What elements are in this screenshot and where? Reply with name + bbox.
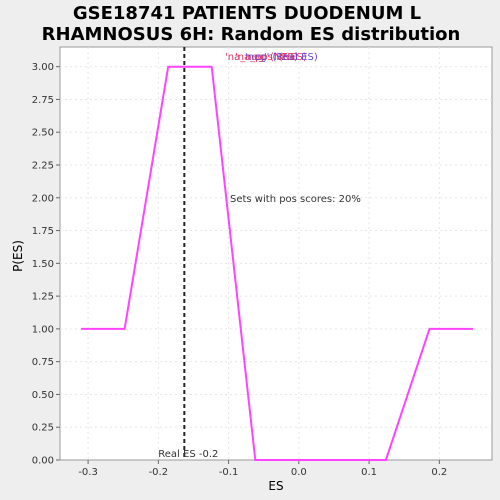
y-tick-label: 1.25	[32, 292, 54, 303]
chart-title-line-2: RHAMNOSUS 6H: Random ES distribution	[42, 24, 461, 45]
legend-entry: 'neg' (Real ES)	[245, 52, 318, 63]
x-tick-label: -0.3	[78, 467, 98, 478]
y-tick-label: 2.50	[32, 128, 54, 139]
x-tick-label: 0.2	[431, 467, 447, 478]
y-tick-label: 2.25	[32, 161, 54, 172]
y-tick-label: 1.50	[32, 259, 54, 270]
y-tick-label: 0.50	[32, 390, 54, 401]
y-tick-label: 0.75	[32, 357, 54, 368]
pos-scores-label: Sets with pos scores: 20%	[230, 194, 361, 205]
annotations: Real ES -0.2 Sets with pos scores: 20% 'na…	[158, 47, 361, 460]
chart-title-line-1: GSE18741 PATIENTS DUODENUM L	[73, 3, 421, 24]
grid-lines	[60, 47, 492, 460]
legend-entry: 'na_neg' (NES)	[225, 52, 298, 63]
legend-entry: 'na_pos' (NES)	[235, 52, 307, 63]
y-tick-label: 0.00	[32, 456, 54, 467]
y-tick-label: 1.75	[32, 226, 54, 237]
series-layer	[81, 65, 473, 461]
x-tick-label: 0.1	[361, 467, 377, 478]
plot-area	[59, 46, 493, 461]
x-tick-label: -0.2	[149, 467, 169, 478]
y-tick-label: 3.00	[32, 62, 54, 73]
y-axis-label: P(ES)	[11, 240, 25, 272]
x-tick-label: -0.1	[219, 467, 239, 478]
x-axis-label: ES	[268, 479, 283, 493]
y-tick-label: 2.75	[32, 95, 54, 106]
es-distribution-line	[81, 65, 473, 461]
y-tick-label: 2.00	[32, 193, 54, 204]
x-tick-label: 0.0	[291, 467, 307, 478]
y-tick-label: 0.25	[32, 423, 54, 434]
y-tick-label: 1.00	[32, 324, 54, 335]
real-es-label: Real ES -0.2	[158, 449, 218, 460]
axis-ticks: 0.00 0.25 0.50 0.75 1.00 1.25 1.50 1.75 2.00 2.25…	[32, 62, 448, 478]
